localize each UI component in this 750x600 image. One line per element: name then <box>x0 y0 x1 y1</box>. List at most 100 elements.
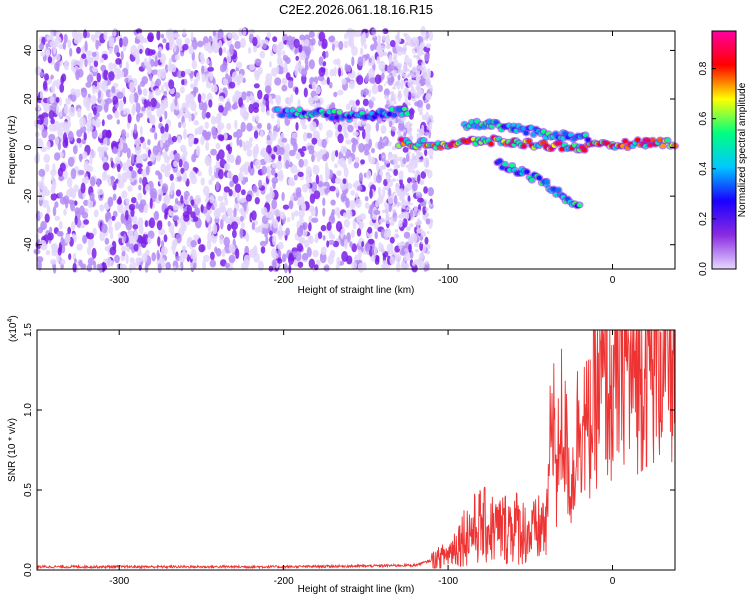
noise-speckle <box>384 208 390 214</box>
noise-speckle <box>415 94 419 98</box>
noise-speckle <box>55 78 61 90</box>
noise-speckle <box>398 156 403 162</box>
noise-speckle <box>348 99 356 106</box>
noise-speckle <box>382 136 389 147</box>
noise-speckle <box>397 202 401 207</box>
noise-speckle <box>291 211 295 221</box>
noise-speckle <box>317 75 325 82</box>
noise-speckle <box>343 40 349 49</box>
noise-speckle <box>311 154 315 163</box>
signal-core <box>336 110 342 115</box>
noise-speckle <box>371 147 375 154</box>
noise-speckle <box>74 88 81 98</box>
noise-speckle <box>156 220 163 231</box>
noise-speckle <box>215 181 220 192</box>
noise-speckle <box>44 213 50 223</box>
noise-speckle <box>391 126 397 132</box>
noise-speckle <box>282 253 287 262</box>
noise-speckle <box>174 54 180 61</box>
noise-speckle <box>375 174 382 184</box>
x-tick-label: -300 <box>109 576 129 587</box>
noise-speckle <box>375 256 380 262</box>
signal-core <box>622 138 628 144</box>
noise-speckle <box>35 232 40 240</box>
noise-speckle <box>181 79 185 86</box>
noise-speckle <box>229 180 235 188</box>
noise-speckle <box>382 139 386 143</box>
noise-speckle <box>406 101 411 106</box>
noise-speckle <box>354 30 362 38</box>
noise-speckle <box>326 129 333 138</box>
noise-speckle <box>419 130 425 136</box>
noise-speckle <box>114 254 120 264</box>
noise-speckle <box>177 135 182 144</box>
noise-speckle <box>334 207 341 216</box>
noise-speckle <box>193 78 198 87</box>
noise-speckle <box>297 200 302 206</box>
noise-speckle <box>425 207 429 211</box>
noise-speckle <box>152 69 159 75</box>
noise-speckle <box>356 75 364 85</box>
noise-speckle <box>272 218 279 229</box>
noise-speckle <box>307 96 314 105</box>
noise-speckle <box>92 227 97 236</box>
noise-speckle <box>417 158 422 163</box>
noise-speckle <box>295 151 301 160</box>
noise-speckle <box>228 254 236 263</box>
noise-speckle <box>109 232 114 240</box>
noise-speckle <box>253 70 261 78</box>
noise-speckle <box>420 241 423 244</box>
noise-speckle <box>408 127 413 132</box>
signal-core <box>531 132 537 137</box>
noise-speckle <box>351 142 356 153</box>
noise-speckle <box>288 149 296 157</box>
noise-speckle <box>162 38 167 44</box>
snr-x-label: Height of straight line (km) <box>298 584 415 595</box>
noise-speckle <box>273 146 278 153</box>
noise-speckle <box>101 223 108 234</box>
noise-speckle <box>300 151 305 158</box>
signal-core <box>275 107 281 112</box>
noise-speckle <box>208 35 213 44</box>
noise-speckle <box>147 112 152 119</box>
noise-speckle <box>420 252 424 256</box>
noise-speckle <box>318 31 326 42</box>
noise-speckle <box>407 151 411 155</box>
noise-speckle <box>366 170 372 180</box>
snr-scale-note: (x104) <box>7 315 19 342</box>
noise-speckle <box>272 235 277 246</box>
noise-speckle <box>91 51 97 58</box>
noise-speckle <box>92 107 97 116</box>
noise-speckle <box>279 211 286 220</box>
noise-speckle <box>351 243 358 253</box>
noise-speckle <box>316 151 321 158</box>
noise-speckle <box>374 231 378 240</box>
noise-speckle <box>224 162 231 171</box>
noise-speckle <box>357 262 365 273</box>
noise-speckle <box>266 122 271 131</box>
noise-speckle <box>99 204 105 212</box>
x-tick-label: -200 <box>274 275 294 286</box>
noise-speckle <box>368 57 372 64</box>
noise-speckle <box>396 262 401 273</box>
noise-speckle <box>345 139 352 145</box>
noise-speckle <box>334 163 339 169</box>
noise-speckle <box>158 172 163 180</box>
noise-speckle <box>252 102 260 110</box>
noise-speckle <box>423 168 429 174</box>
noise-speckle <box>381 131 384 134</box>
noise-speckle <box>376 56 381 64</box>
noise-speckle <box>391 146 397 151</box>
noise-speckle <box>79 153 83 163</box>
noise-speckle <box>410 203 413 206</box>
noise-speckle <box>55 104 60 116</box>
noise-speckle <box>46 140 51 151</box>
noise-speckle <box>83 132 87 141</box>
noise-speckle <box>142 233 146 245</box>
noise-speckle <box>231 104 239 110</box>
noise-speckle <box>45 249 51 256</box>
noise-speckle <box>301 146 307 152</box>
noise-speckle <box>139 199 147 207</box>
noise-speckle <box>89 154 93 165</box>
noise-speckle <box>112 27 117 37</box>
